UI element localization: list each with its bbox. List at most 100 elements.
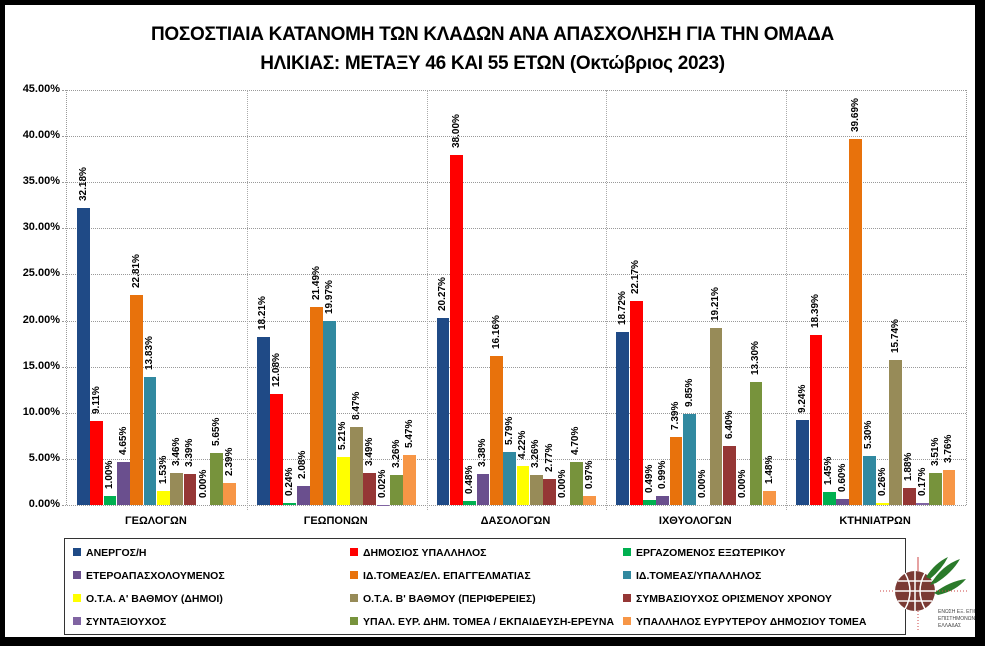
data-label: 0.00% <box>696 469 708 498</box>
legend-item: ΑΝΕΡΓΟΣ/Η <box>73 547 146 559</box>
bar <box>323 320 337 505</box>
data-label: 15.74% <box>890 318 902 353</box>
data-label: 39.69% <box>850 98 862 132</box>
data-label: 0.00% <box>197 469 209 498</box>
legend-swatch <box>73 571 81 579</box>
legend-label: ΣΥΜΒΑΣΙΟΥΧΟΣ ΟΡΙΣΜΕΝΟΥ ΧΡΟΝΟΥ <box>636 593 832 605</box>
bar <box>156 490 170 505</box>
bar <box>403 454 417 505</box>
bar <box>130 294 144 505</box>
legend-swatch <box>623 594 631 602</box>
legend-item: ΣΥΝΤΑΞΙΟΥΧΟΣ <box>73 616 166 628</box>
data-label: 6.40% <box>723 410 735 439</box>
data-label: 3.76% <box>943 434 955 464</box>
bar <box>836 499 849 505</box>
bar <box>902 487 916 505</box>
bar <box>489 355 503 505</box>
data-label: 4.65% <box>117 426 129 456</box>
bar <box>643 500 656 505</box>
data-label: 3.26% <box>390 439 402 468</box>
legend-label: ΙΔ.ΤΟΜΕΑΣ/ΥΠΑΛΛΗΛΟΣ <box>636 570 762 582</box>
data-label: 19.21% <box>710 286 722 321</box>
chart-title-line-1: ΠΟΣΟΣΤΙΑΙΑ ΚΑΤΑΝΟΜΗ ΤΩΝ ΚΛΑΔΩΝ ΑΝΑ ΑΠΑΣΧ… <box>151 24 834 45</box>
legend-swatch <box>350 571 358 579</box>
data-label: 4.70% <box>570 426 582 455</box>
organization-logo-icon: ΕΝΩΣΗ ΕΞ. ΕΓΙΟΣ ΕΠΙΣΤΗΜΟΝΩΝ ΕΛΛΑΔΑΣ <box>880 557 975 631</box>
bar <box>529 474 543 505</box>
legend-label: ΕΡΓΑΖΟΜΕΝΟΣ ΕΞΩΤΕΡΙΚΟΥ <box>636 547 786 559</box>
legend-swatch <box>350 594 358 602</box>
data-label: 3.38% <box>477 438 489 467</box>
data-label: 0.02% <box>377 469 389 498</box>
bar <box>476 473 490 505</box>
legend-label: ΣΥΝΤΑΞΙΟΥΧΟΣ <box>86 616 167 628</box>
data-label: 19.97% <box>324 279 336 314</box>
bar <box>103 495 117 505</box>
data-label: 9.24% <box>796 384 808 413</box>
data-label: 9.85% <box>683 378 695 408</box>
bar <box>916 503 929 505</box>
data-label: 9.11% <box>90 386 102 414</box>
legend-item: ΕΡΓΑΖΟΜΕΝΟΣ ΕΞΩΤΕΡΙΚΟΥ <box>623 547 786 559</box>
data-label: 0.24% <box>284 467 296 496</box>
bar <box>210 452 223 505</box>
data-label: 22.81% <box>130 253 142 288</box>
bar <box>256 337 270 505</box>
data-label: 0.00% <box>736 469 748 498</box>
legend-swatch <box>73 548 81 556</box>
data-label: 32.18% <box>77 167 89 202</box>
y-tick-label: 30.00% <box>22 221 60 234</box>
bar <box>669 436 683 505</box>
x-category-label: ΙΧΘΥΟΛΟΓΩΝ <box>658 515 732 527</box>
svg-text:ΕΛΛΑΔΑΣ: ΕΛΛΑΔΑΣ <box>938 623 961 629</box>
data-label: 20.27% <box>437 277 449 312</box>
data-label: 16.16% <box>490 315 502 349</box>
data-label: 5.47% <box>403 419 415 448</box>
data-label: 18.72% <box>617 291 629 326</box>
data-label: 5.65% <box>210 417 222 446</box>
bar <box>849 138 863 505</box>
data-label: 1.88% <box>903 452 915 481</box>
y-tick-label: 15.00% <box>22 359 60 372</box>
data-label: 4.22% <box>517 430 529 460</box>
legend-label: ΑΝΕΡΓΟΣ/Η <box>86 547 147 559</box>
bar <box>583 496 596 505</box>
data-label: 7.39% <box>670 401 682 430</box>
gridline <box>62 182 966 184</box>
bar <box>336 456 350 505</box>
bar <box>656 495 670 505</box>
svg-text:ΕΝΩΣΗ ΕΞ. ΕΓΙΟΣ: ΕΝΩΣΗ ΕΞ. ΕΓΙΟΣ <box>938 609 975 615</box>
svg-text:ΕΠΙΣΤΗΜΟΝΩΝ: ΕΠΙΣΤΗΜΟΝΩΝ <box>938 616 975 622</box>
gridline <box>62 90 966 91</box>
bar <box>929 472 943 505</box>
data-label: 0.60% <box>836 464 848 493</box>
legend-item: ΔΗΜΟΣΙΟΣ ΥΠΑΛΛΗΛΟΣ <box>350 547 486 559</box>
data-label: 13.30% <box>750 341 762 376</box>
bar <box>436 318 450 505</box>
bar <box>516 466 530 505</box>
bar <box>143 377 157 505</box>
x-category-label: ΓΕΩΠΟΝΩΝ <box>303 515 368 527</box>
data-label: 1.00% <box>104 460 116 489</box>
legend-item: ΥΠΑΛ. ΕΥΡ. ΔΗΜ. ΤΟΜΕΑ / ΕΚΠΑΙΔΕΥΣΗ-ΕΡΕΥΝ… <box>350 616 614 628</box>
data-label: 18.39% <box>810 294 822 329</box>
legend-swatch <box>73 594 81 602</box>
y-tick-label: 35.00% <box>22 175 60 188</box>
data-label: 0.00% <box>557 469 569 498</box>
bar <box>569 461 583 505</box>
bar <box>463 500 477 505</box>
legend-label: Ο.Τ.Α. Β' ΒΑΘΜΟΥ (ΠΕΡΙΦΕΡΕΙΕΣ) <box>363 593 536 605</box>
bar <box>183 473 197 505</box>
legend-item: Ο.Τ.Α. Β' ΒΑΘΜΟΥ (ΠΕΡΙΦΕΡΕΙΕΣ) <box>350 593 536 605</box>
gridline <box>62 412 966 414</box>
data-label: 0.99% <box>657 460 668 489</box>
legend-swatch <box>73 617 81 625</box>
bar <box>363 472 377 505</box>
bar <box>270 393 283 505</box>
gridline <box>62 136 966 138</box>
y-tick-label: 45.00% <box>22 83 60 95</box>
bar <box>503 451 516 505</box>
legend-label: ΥΠΑΛΛΗΛΟΣ ΕΥΡΥΤΕΡΟΥ ΔΗΜΟΣΙΟΥ ΤΟΜΕΑ <box>636 616 867 628</box>
bar <box>876 502 889 505</box>
data-label: 0.26% <box>876 467 888 496</box>
